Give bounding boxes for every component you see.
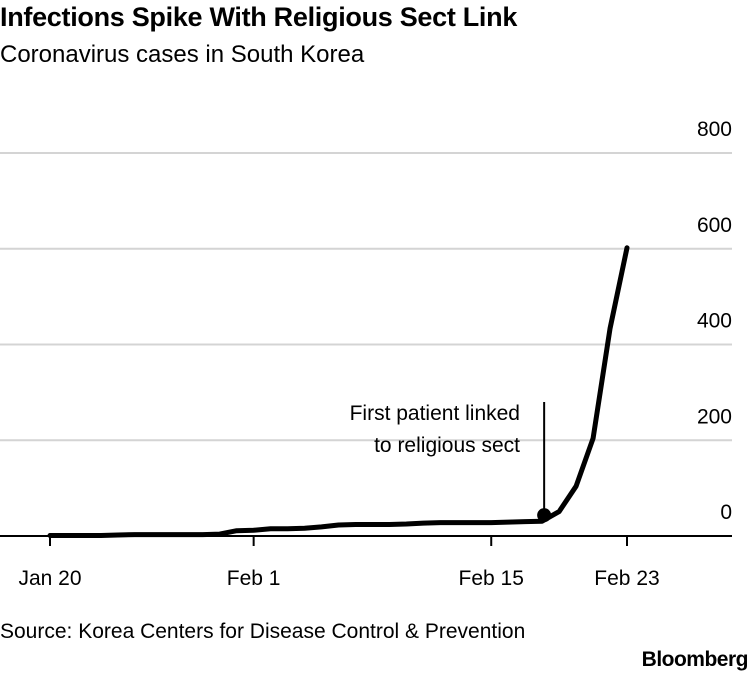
annotation-label: to religious sect	[374, 434, 520, 457]
line-chart: 0 200 400 600 800 Jan 20 Feb 1 Feb 15 Feb 23 Fi…	[0, 118, 732, 590]
x-tick-label: Feb 15	[459, 567, 524, 590]
data-point	[353, 522, 358, 527]
data-point	[506, 520, 511, 525]
data-point	[523, 519, 528, 524]
data-point	[336, 522, 341, 527]
chart-subtitle: Coronavirus cases in South Korea	[0, 41, 365, 68]
data-point	[64, 533, 69, 538]
annotations: First patient linked to religious sect	[350, 402, 552, 523]
data-point	[557, 509, 562, 514]
data-point	[285, 526, 290, 531]
data-point	[387, 522, 392, 527]
data-point	[540, 519, 545, 524]
y-tick-label: 400	[697, 310, 732, 333]
data-point	[166, 532, 171, 537]
data-point	[319, 524, 324, 529]
data-point	[404, 522, 409, 527]
data-point	[421, 521, 426, 526]
y-tick-label: 200	[697, 405, 732, 428]
annotation-label: First patient linked	[350, 402, 520, 425]
data-point	[234, 528, 239, 533]
data-point	[81, 533, 86, 538]
data-point	[132, 532, 137, 537]
data-point	[608, 326, 613, 331]
data-point	[251, 528, 256, 533]
source-note: Source: Korea Centers for Disease Contro…	[0, 620, 526, 643]
data-point	[370, 522, 375, 527]
data-point	[574, 484, 579, 489]
data-point	[455, 520, 460, 525]
data-point	[200, 532, 205, 537]
data-point	[48, 533, 53, 538]
y-tick-label: 600	[697, 214, 732, 237]
bloomberg-logo: Bloomberg	[641, 648, 749, 671]
y-axis-ticks: 0 200 400 600 800	[697, 118, 732, 524]
x-axis-ticks: Jan 20 Feb 1 Feb 15 Feb 23	[18, 536, 660, 590]
data-point	[438, 520, 443, 525]
data-point	[625, 245, 630, 250]
data-point	[591, 436, 596, 441]
x-tick-label: Jan 20	[18, 567, 81, 590]
series-line-cases	[47, 245, 630, 538]
x-tick-label: Feb 1	[227, 567, 281, 590]
data-point	[183, 532, 188, 537]
data-point	[489, 520, 494, 525]
gridlines	[0, 152, 732, 442]
data-point	[302, 526, 307, 531]
data-point	[98, 533, 103, 538]
y-tick-label: 0	[720, 501, 732, 524]
chart-title: Infections Spike With Religious Sect Lin…	[0, 2, 518, 32]
data-point	[149, 532, 154, 537]
data-point	[268, 526, 273, 531]
data-point	[115, 533, 120, 538]
x-tick-label: Feb 23	[594, 567, 659, 590]
y-tick-label: 800	[697, 118, 732, 141]
data-points	[48, 245, 630, 538]
data-point	[472, 520, 477, 525]
data-point	[217, 532, 222, 537]
